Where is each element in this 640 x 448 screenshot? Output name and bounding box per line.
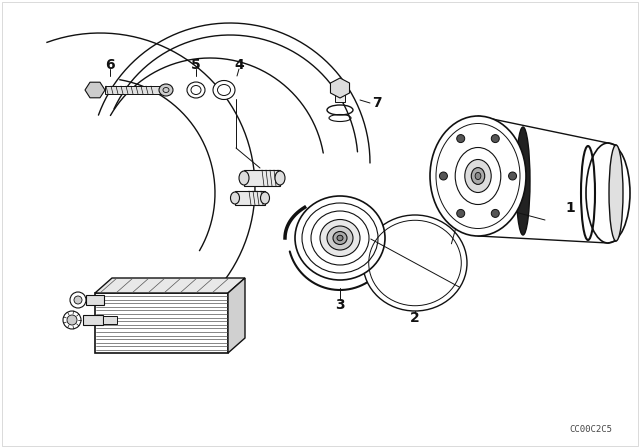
- Text: CC00C2C5: CC00C2C5: [569, 425, 612, 434]
- Text: 2: 2: [410, 311, 420, 325]
- Circle shape: [509, 172, 516, 180]
- Ellipse shape: [430, 116, 526, 236]
- Ellipse shape: [230, 192, 239, 204]
- Text: 4: 4: [234, 58, 244, 72]
- Bar: [83, 315, 103, 325]
- Ellipse shape: [455, 147, 501, 204]
- Circle shape: [492, 134, 499, 142]
- Bar: [244, 170, 280, 186]
- Circle shape: [63, 311, 81, 329]
- Bar: [86, 295, 104, 305]
- Circle shape: [67, 315, 77, 325]
- Ellipse shape: [239, 171, 249, 185]
- Text: 5: 5: [191, 58, 201, 72]
- Ellipse shape: [471, 168, 484, 185]
- Ellipse shape: [159, 84, 173, 96]
- Bar: [335, 88, 345, 102]
- Polygon shape: [228, 278, 245, 353]
- Circle shape: [457, 134, 465, 142]
- Ellipse shape: [213, 81, 235, 99]
- Ellipse shape: [609, 145, 623, 241]
- Ellipse shape: [187, 82, 205, 98]
- Ellipse shape: [465, 159, 492, 193]
- Circle shape: [70, 292, 86, 308]
- Text: 1: 1: [565, 201, 575, 215]
- Circle shape: [457, 209, 465, 217]
- Polygon shape: [95, 278, 245, 293]
- Ellipse shape: [333, 232, 347, 245]
- Text: 6: 6: [105, 58, 115, 72]
- Circle shape: [492, 209, 499, 217]
- Ellipse shape: [320, 220, 360, 257]
- Ellipse shape: [295, 196, 385, 280]
- Polygon shape: [85, 82, 105, 98]
- Ellipse shape: [327, 226, 353, 250]
- Ellipse shape: [337, 235, 343, 241]
- Ellipse shape: [260, 192, 269, 204]
- Circle shape: [440, 172, 447, 180]
- Text: 7: 7: [372, 96, 382, 110]
- Bar: [105, 86, 160, 94]
- Polygon shape: [478, 116, 608, 243]
- Ellipse shape: [275, 171, 285, 185]
- Polygon shape: [95, 293, 228, 353]
- Text: 3: 3: [335, 298, 345, 312]
- Ellipse shape: [363, 215, 467, 311]
- Ellipse shape: [586, 143, 630, 243]
- Polygon shape: [330, 78, 349, 98]
- Ellipse shape: [475, 172, 481, 180]
- Ellipse shape: [516, 127, 530, 235]
- Bar: [235, 191, 265, 205]
- Circle shape: [74, 296, 82, 304]
- Bar: [103, 316, 117, 324]
